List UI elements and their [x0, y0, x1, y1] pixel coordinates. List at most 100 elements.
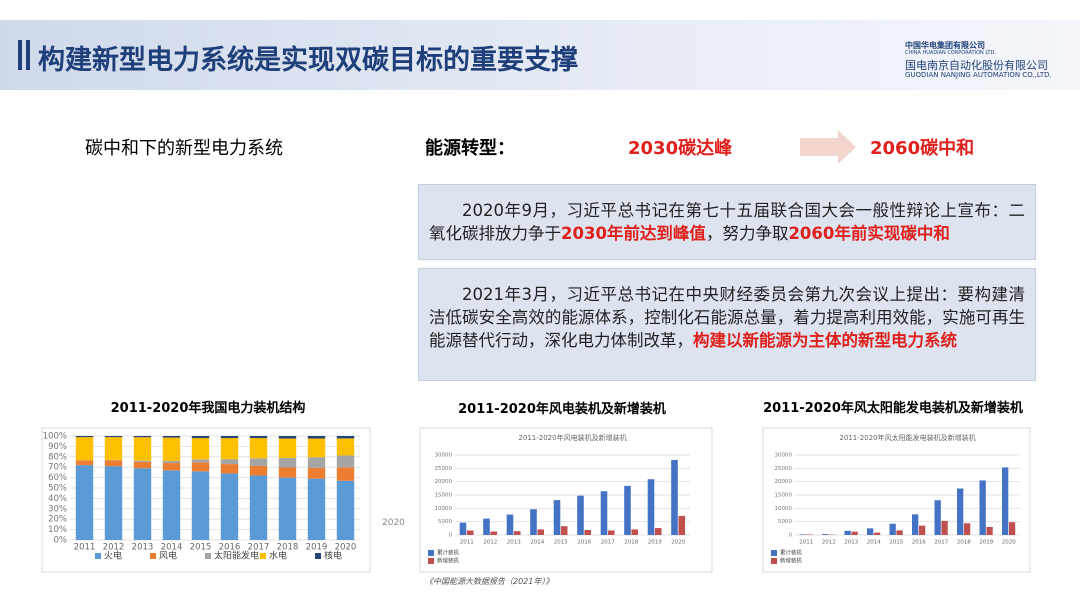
bar-segment	[336, 455, 355, 468]
y-tick-label: 25000	[435, 466, 453, 472]
x-tick-label: 2017	[601, 540, 615, 546]
bar	[918, 525, 926, 535]
bar-segment	[162, 470, 181, 540]
y-tick-label: 30000	[435, 453, 453, 459]
bar-segment	[133, 461, 152, 469]
y-tick-label: 20000	[775, 479, 793, 485]
bar-segment	[249, 458, 268, 466]
bar-segment	[75, 465, 94, 540]
bar-segment	[104, 437, 123, 460]
y-tick-label: 0	[789, 533, 793, 539]
source: 《中国能源大数据报告（2021年）》	[425, 577, 554, 586]
bar	[896, 530, 903, 535]
y-tick-label: 40%	[48, 494, 67, 504]
bar-segment	[249, 475, 268, 540]
bar	[941, 520, 948, 535]
header-band	[0, 20, 1080, 90]
bar	[678, 515, 686, 535]
bar	[889, 523, 896, 535]
bar	[912, 514, 919, 535]
bar	[1002, 467, 1009, 535]
bar	[560, 526, 568, 535]
title-mark	[18, 40, 30, 70]
legend-label: 风电	[159, 550, 177, 562]
x-tick-label: 2014	[867, 540, 881, 546]
legend-swatch	[428, 550, 434, 556]
y-tick-label: 30000	[775, 453, 793, 459]
transition-label: 能源转型：	[425, 138, 515, 159]
stray-label: 2020	[382, 518, 405, 528]
bar-segment	[278, 467, 297, 478]
x-tick-label: 2019	[648, 540, 662, 546]
bar	[483, 518, 490, 535]
legend-swatch	[428, 558, 434, 564]
bar	[584, 529, 592, 535]
title-text: 构建新型电力系统是实现双碳目标的重要支撑	[38, 45, 578, 76]
bar	[1008, 522, 1016, 535]
bar-segment	[336, 480, 355, 540]
bar	[822, 534, 829, 535]
text-box: 2020年9月，习近平总书记在第七十五届联合国大会一般性辩论上宣布：二氧化碳排放…	[418, 184, 1036, 260]
chart-frame	[419, 427, 713, 573]
bar-segment	[191, 459, 210, 463]
x-tick-label: 2014	[161, 543, 183, 553]
x-tick-label: 2016	[577, 540, 591, 546]
y-tick-label: 90%	[48, 442, 67, 452]
bar-segment	[104, 460, 123, 467]
x-tick-label: 2013	[844, 540, 858, 546]
bar-segment	[249, 436, 268, 439]
bar-segment	[307, 478, 326, 540]
bar	[490, 531, 498, 535]
legend-label: 累计装机	[780, 549, 803, 557]
bar	[963, 523, 971, 535]
bar-segment	[191, 471, 210, 540]
x-tick-label: 2017	[934, 540, 948, 546]
bar-segment	[191, 438, 210, 460]
bar-segment	[278, 477, 297, 540]
bar	[506, 514, 514, 535]
x-tick-label: 2012	[483, 540, 497, 546]
x-tick-label: 2012	[822, 540, 836, 546]
text-run: 2060年前实现碳中和	[788, 224, 950, 243]
bar	[867, 528, 874, 535]
legend-label: 核电	[324, 550, 342, 562]
chart-inner-title: 2011-2020年风太阳能发电装机及新增装机	[839, 433, 975, 442]
legend-swatch	[771, 558, 777, 564]
chart-inner-title: 2011-2020年风电装机及新增装机	[518, 433, 626, 442]
legend-label: 新增装机	[780, 557, 803, 565]
y-tick-label: 80%	[48, 452, 67, 462]
x-tick-label: 2015	[554, 540, 568, 546]
bar-segment	[75, 460, 94, 466]
y-tick-label: 15000	[435, 493, 453, 499]
bar-segment	[336, 438, 355, 456]
text-run: 构建以新能源为主体的新型电力系统	[693, 331, 957, 350]
text-run: 2020年9月，习近平总书记在第七十五届联合国大会一般性辩论上宣布：二氧化碳排放…	[429, 201, 1025, 243]
x-tick-label: 2018	[957, 540, 971, 546]
bar	[553, 500, 561, 535]
bar	[530, 509, 537, 535]
x-tick-label: 2020	[335, 543, 357, 553]
text-box: 2021年3月，习近平总书记在中央财经委员会第九次会议上提出：要构建清洁低碳安全…	[418, 268, 1036, 381]
bar-segment	[220, 473, 239, 540]
bar-segment	[278, 436, 297, 439]
y-tick-label: 0	[449, 533, 453, 539]
bar-segment	[133, 436, 152, 438]
y-tick-label: 30%	[48, 504, 67, 514]
y-tick-label: 10000	[435, 506, 453, 512]
x-tick-label: 2013	[132, 543, 154, 553]
bar-segment	[307, 457, 326, 468]
bar-segment	[307, 436, 326, 439]
bar-segment	[162, 436, 181, 438]
legend-swatch	[150, 553, 156, 559]
bar	[957, 488, 964, 535]
x-tick-label: 2015	[190, 543, 212, 553]
bar	[799, 534, 806, 535]
bar	[986, 527, 993, 535]
milestone: 2060碳中和	[870, 138, 975, 159]
bar-segment	[220, 459, 239, 465]
logo-company: 国电南京自动化股份有限公司	[905, 59, 1048, 72]
bar	[537, 529, 545, 535]
x-tick-label: 2020	[1002, 540, 1016, 546]
